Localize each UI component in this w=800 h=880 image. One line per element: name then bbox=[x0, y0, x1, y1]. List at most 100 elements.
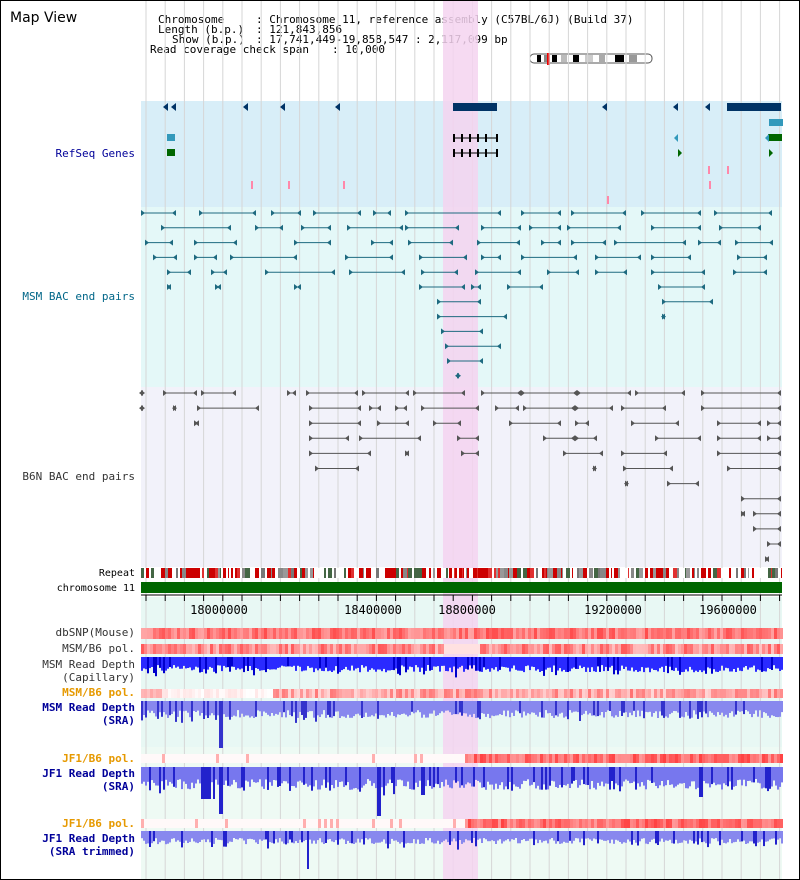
depth-bar bbox=[737, 657, 739, 668]
bac-end-marker bbox=[475, 269, 479, 276]
depth-bar bbox=[239, 767, 241, 789]
heat-cell bbox=[201, 754, 204, 763]
depth-bar bbox=[439, 831, 441, 845]
heat-cell bbox=[774, 819, 777, 828]
heat-cell bbox=[651, 819, 654, 828]
heat-cell bbox=[516, 644, 519, 654]
depth-bar bbox=[445, 831, 447, 840]
heat-cell bbox=[693, 628, 696, 639]
heat-cell bbox=[669, 754, 672, 763]
heat-cell bbox=[609, 689, 612, 698]
depth-bar bbox=[391, 657, 393, 670]
depth-bar bbox=[529, 701, 531, 715]
depth-bar bbox=[461, 657, 463, 666]
depth-bar bbox=[729, 701, 731, 713]
heat-cell bbox=[384, 754, 387, 763]
depth-bar bbox=[555, 767, 557, 787]
depth-bar bbox=[641, 831, 643, 839]
depth-bar bbox=[309, 767, 311, 786]
bac-end-marker bbox=[575, 420, 579, 427]
depth-bar bbox=[737, 831, 739, 840]
bac-end-marker bbox=[139, 405, 143, 412]
depth-bar bbox=[357, 831, 359, 839]
heat-cell bbox=[471, 754, 474, 763]
depth-bar bbox=[221, 657, 223, 672]
bac-end-marker bbox=[777, 465, 781, 472]
heat-cell bbox=[150, 628, 153, 639]
depth-bar bbox=[355, 657, 357, 669]
heat-cell bbox=[150, 819, 153, 828]
depth-bar bbox=[631, 831, 633, 845]
repeat-element bbox=[708, 568, 711, 578]
depth-bar bbox=[153, 701, 155, 714]
bac-end-marker bbox=[187, 269, 191, 276]
bac-end-marker bbox=[211, 269, 215, 276]
heat-cell bbox=[762, 819, 765, 828]
heat-cell bbox=[264, 644, 267, 654]
heat-cell bbox=[672, 628, 675, 639]
bac-end-marker bbox=[367, 450, 371, 457]
heat-cell bbox=[141, 644, 144, 654]
heat-cell bbox=[162, 644, 165, 654]
depth-bar bbox=[197, 701, 199, 711]
depth-bar bbox=[505, 767, 507, 787]
depth-bar bbox=[681, 657, 683, 673]
depth-bar bbox=[227, 767, 229, 786]
depth-bar bbox=[621, 767, 623, 787]
heat-cell bbox=[255, 628, 258, 639]
depth-bar bbox=[509, 831, 511, 842]
repeat-element bbox=[288, 568, 291, 578]
depth-bar bbox=[407, 767, 409, 782]
heat-cell bbox=[693, 689, 696, 698]
depth-bar bbox=[281, 831, 283, 842]
depth-bar bbox=[307, 657, 309, 667]
heat-cell bbox=[540, 819, 543, 828]
heat-cell bbox=[630, 819, 633, 828]
heat-cell bbox=[276, 819, 279, 828]
heat-cell bbox=[585, 819, 588, 828]
heat-cell bbox=[528, 689, 531, 698]
depth-bar bbox=[725, 831, 727, 844]
depth-bar bbox=[381, 767, 383, 788]
repeat-element bbox=[488, 568, 492, 578]
depth-bar bbox=[345, 701, 347, 718]
depth-bar bbox=[287, 657, 289, 667]
heat-cell bbox=[501, 819, 504, 828]
heat-cell bbox=[696, 819, 699, 828]
heat-cell bbox=[486, 754, 489, 763]
heat-cell bbox=[597, 819, 600, 828]
heat-cell bbox=[531, 819, 534, 828]
chromosome-ideogram[interactable] bbox=[529, 53, 653, 65]
depth-bar bbox=[419, 657, 421, 672]
depth-bar bbox=[449, 701, 451, 713]
depth-bar bbox=[773, 831, 775, 839]
depth-bar bbox=[629, 701, 631, 713]
heat-cell bbox=[336, 689, 339, 698]
depth-bar bbox=[363, 767, 365, 786]
heat-cell bbox=[627, 644, 630, 654]
depth-bar bbox=[211, 831, 213, 847]
depth-bar bbox=[157, 831, 159, 845]
heat-cell bbox=[735, 628, 738, 639]
heat-cell bbox=[657, 628, 660, 639]
bac-end-marker bbox=[389, 254, 393, 261]
bac-end-marker bbox=[757, 224, 761, 231]
depth-bar bbox=[675, 701, 677, 712]
heat-cell bbox=[327, 644, 330, 654]
depth-bar bbox=[429, 767, 431, 786]
heat-cell bbox=[705, 689, 708, 698]
depth-bar bbox=[405, 831, 407, 844]
heat-cell bbox=[150, 644, 153, 654]
heat-cell bbox=[354, 689, 357, 698]
depth-bar bbox=[225, 701, 227, 717]
heat-cell bbox=[558, 754, 561, 763]
heat-cell bbox=[192, 628, 195, 639]
repeat-element bbox=[176, 568, 178, 578]
heat-cell bbox=[738, 628, 741, 639]
depth-bar bbox=[283, 767, 285, 782]
repeat-element bbox=[547, 568, 548, 578]
depth-bar bbox=[221, 831, 223, 841]
depth-bar bbox=[581, 831, 583, 839]
heat-cell bbox=[612, 644, 615, 654]
